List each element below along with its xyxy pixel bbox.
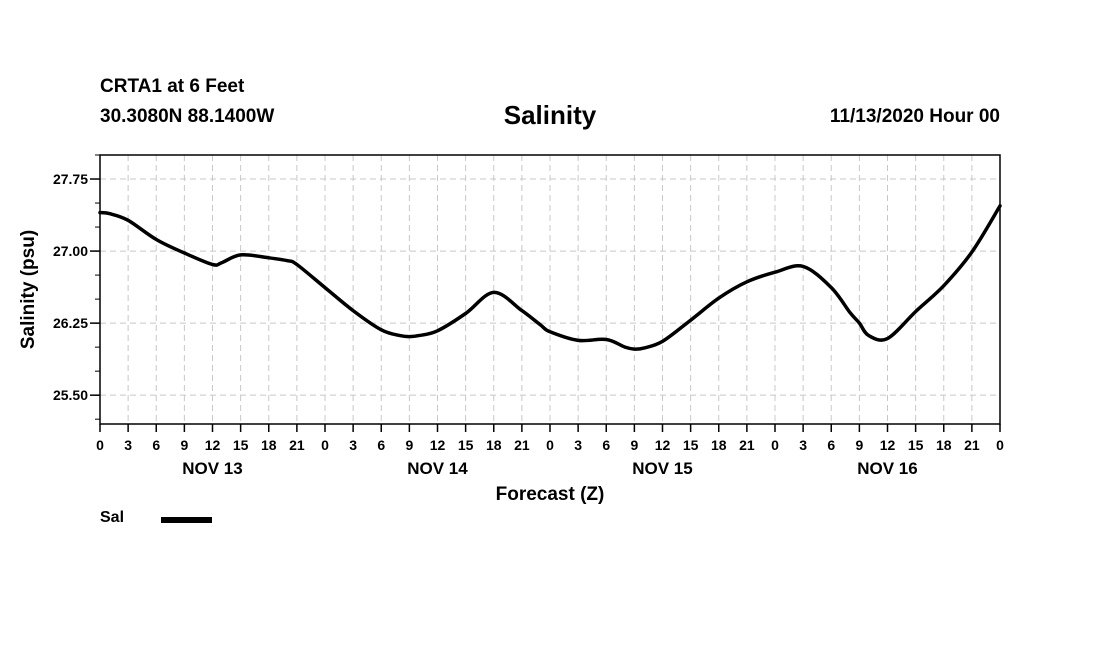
x-tick-label: 0 <box>771 437 779 453</box>
x-tick-label: 6 <box>827 437 835 453</box>
x-tick-label: 15 <box>908 437 924 453</box>
chart-title: Salinity <box>503 100 597 130</box>
x-tick-label: 0 <box>321 437 329 453</box>
day-label: NOV 14 <box>407 459 468 478</box>
x-tick-label: 21 <box>514 437 530 453</box>
x-tick-label: 18 <box>486 437 502 453</box>
x-tick-label: 3 <box>574 437 582 453</box>
x-tick-label: 9 <box>855 437 863 453</box>
x-tick-label: 12 <box>880 437 896 453</box>
day-label: NOV 13 <box>182 459 242 478</box>
x-tick-label: 6 <box>152 437 160 453</box>
x-tick-label: 12 <box>205 437 221 453</box>
day-label: NOV 16 <box>857 459 917 478</box>
x-tick-label: 6 <box>377 437 385 453</box>
x-tick-label: 9 <box>180 437 188 453</box>
x-tick-label: 18 <box>711 437 727 453</box>
y-axis-label: Salinity (psu) <box>18 230 39 349</box>
x-tick-label: 12 <box>430 437 446 453</box>
x-tick-label: 15 <box>233 437 249 453</box>
x-tick-label: 9 <box>630 437 638 453</box>
x-tick-label: 3 <box>799 437 807 453</box>
x-tick-label: 3 <box>349 437 357 453</box>
y-tick-label: 27.75 <box>53 171 88 187</box>
series-line-sal <box>98 204 1002 351</box>
x-tick-label: 0 <box>546 437 554 453</box>
x-tick-label: 3 <box>124 437 132 453</box>
x-tick-label: 6 <box>602 437 610 453</box>
y-tick-label: 25.50 <box>53 387 88 403</box>
grid-lines <box>100 155 1000 424</box>
legend-label: Sal <box>100 509 125 526</box>
x-tick-label: 12 <box>655 437 671 453</box>
y-tick-label: 27.00 <box>53 243 88 259</box>
x-tick-label: 15 <box>683 437 699 453</box>
station-coordinates: 30.3080N 88.1400W <box>100 106 275 127</box>
x-tick-label: 21 <box>964 437 980 453</box>
x-tick-label: 15 <box>458 437 474 453</box>
x-tick-label: 0 <box>96 437 104 453</box>
day-labels: NOV 13 NOV 14 NOV 15 NOV 16 <box>182 459 917 478</box>
x-axis-label: Forecast (Z) <box>496 484 605 505</box>
y-tick-label: 26.25 <box>53 315 88 331</box>
x-tick-label: 18 <box>936 437 952 453</box>
day-label: NOV 15 <box>632 459 692 478</box>
x-axis: 0 3 6 9 12 15 18 21 0 3 6 9 12 15 18 21 0 3 6 9 12 15 18 21 0 3 6 9… <box>96 424 1004 453</box>
station-name: CRTA1 at 6 Feet <box>100 76 245 97</box>
x-tick-label: 21 <box>739 437 755 453</box>
legend-swatch <box>161 517 212 523</box>
x-tick-label: 18 <box>261 437 277 453</box>
x-tick-label: 21 <box>289 437 305 453</box>
x-tick-label: 9 <box>405 437 413 453</box>
y-axis: 25.50 26.25 27.00 27.75 <box>53 154 100 420</box>
x-tick-label: 0 <box>996 437 1004 453</box>
forecast-run-time: 11/13/2020 Hour 00 <box>829 106 1000 127</box>
series-layer <box>98 204 1002 351</box>
